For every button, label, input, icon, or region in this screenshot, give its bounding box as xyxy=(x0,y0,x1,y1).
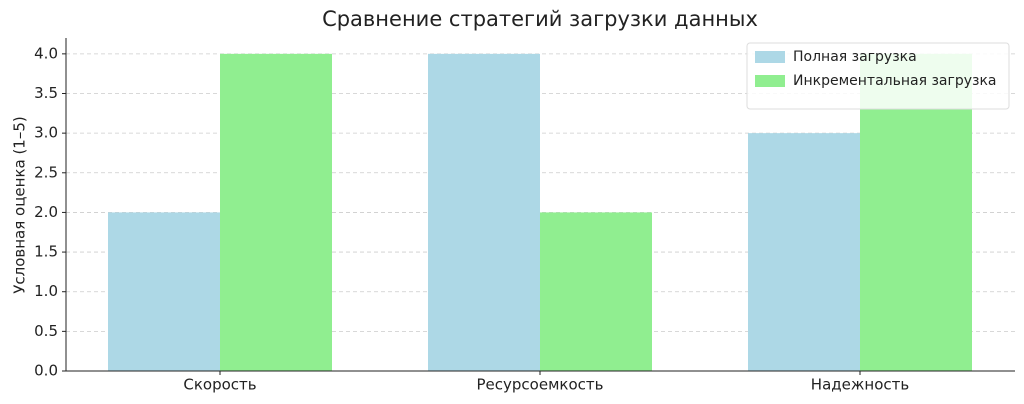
y-tick-label: 1.5 xyxy=(34,243,58,261)
chart-title: Сравнение стратегий загрузки данных xyxy=(322,7,758,31)
legend-box xyxy=(746,42,1010,110)
bar xyxy=(220,53,332,371)
y-tick-label: 3.0 xyxy=(34,124,58,142)
bar xyxy=(108,212,220,371)
y-tick-label: 0.5 xyxy=(34,322,58,340)
bar xyxy=(748,133,860,371)
x-tick-label: Надежность xyxy=(811,376,909,394)
y-axis-label: Условная оценка (1–5) xyxy=(11,116,29,294)
legend-label: Полная загрузка xyxy=(793,49,917,65)
bar xyxy=(540,212,652,371)
x-tick-label: Ресурсоемкость xyxy=(477,376,604,394)
legend-swatch xyxy=(755,51,785,63)
legend-swatch xyxy=(755,75,785,87)
y-tick-label: 1.0 xyxy=(34,282,58,300)
y-tick-label: 3.5 xyxy=(34,84,58,102)
bar xyxy=(428,53,540,371)
x-tick-label: Скорость xyxy=(183,376,256,394)
legend-label: Инкрементальная загрузка xyxy=(793,73,996,89)
y-tick-label: 2.5 xyxy=(34,163,58,181)
y-tick-label: 4.0 xyxy=(34,44,58,62)
y-tick-label: 0.0 xyxy=(34,362,58,380)
y-tick-label: 2.0 xyxy=(34,203,58,221)
